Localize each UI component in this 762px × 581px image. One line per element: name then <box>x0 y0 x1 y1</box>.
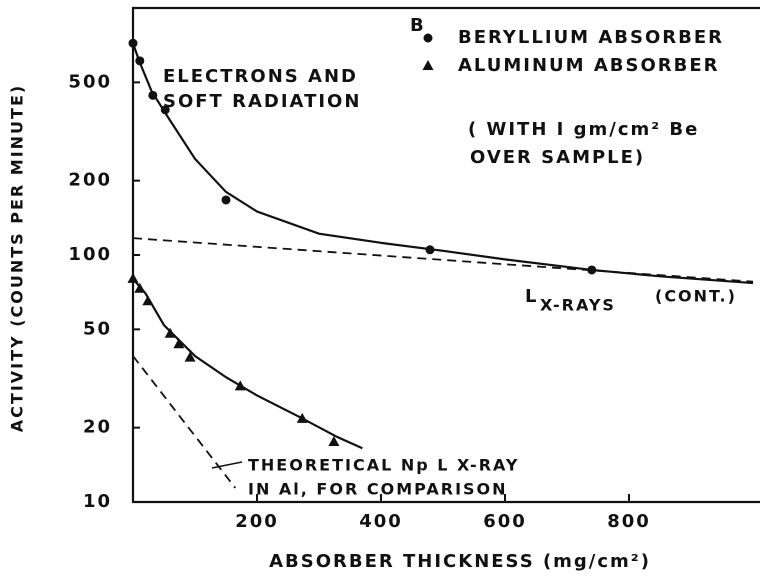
arrow <box>211 461 243 469</box>
fit-curve <box>132 237 754 283</box>
data-point <box>160 105 170 115</box>
data-point <box>173 338 185 349</box>
fit-curve <box>132 278 363 450</box>
panel-label: B <box>410 15 426 36</box>
data-point <box>328 435 340 446</box>
annotation: ELECTRONS AND <box>163 66 358 87</box>
legend-marker <box>423 33 433 43</box>
annotation: THEORETICAL Np L X-RAY <box>248 456 519 475</box>
legend-note: ( WITH I gm/cm² Be <box>468 119 699 140</box>
data-point <box>148 90 158 100</box>
x-tick-label: 800 <box>607 511 651 532</box>
y-tick-label: 20 <box>83 417 112 438</box>
x-tick-label: 400 <box>359 511 403 532</box>
legend-marker <box>422 60 434 70</box>
annotation: SOFT RADIATION <box>163 91 361 112</box>
data-point <box>296 412 308 423</box>
data-point <box>128 38 138 48</box>
data-point <box>142 295 154 306</box>
data-point <box>587 265 597 275</box>
data-point <box>221 195 231 205</box>
data-point <box>164 327 176 338</box>
annotation: (CONT.) <box>655 287 737 306</box>
data-point <box>134 282 146 293</box>
data-point <box>135 56 145 66</box>
x-tick-label: 600 <box>483 511 527 532</box>
legend-note: OVER SAMPLE) <box>470 147 645 168</box>
data-point <box>184 351 196 362</box>
data-point <box>425 245 435 255</box>
legend-label: BERYLLIUM ABSORBER <box>458 27 724 48</box>
x-tick-label: 200 <box>235 511 279 532</box>
y-axis-label: ACTIVITY (COUNTS PER MINUTE) <box>8 84 27 432</box>
data-point <box>127 272 139 283</box>
fit-curve <box>132 355 237 489</box>
legend-label: ALUMINUM ABSORBER <box>458 55 720 76</box>
y-tick-label: 50 <box>83 318 112 339</box>
y-tick-label: 10 <box>83 491 112 512</box>
y-tick-label: 100 <box>68 244 112 265</box>
x-axis-label: ABSORBER THICKNESS (mg/cm²) <box>269 551 651 572</box>
y-tick-label: 200 <box>68 170 112 191</box>
annotation: L <box>525 286 538 307</box>
y-tick-label: 500 <box>68 71 112 92</box>
annotation: IN Al, FOR COMPARISON <box>248 480 508 499</box>
annotation: X-RAYS <box>540 296 616 315</box>
data-point <box>234 380 246 391</box>
